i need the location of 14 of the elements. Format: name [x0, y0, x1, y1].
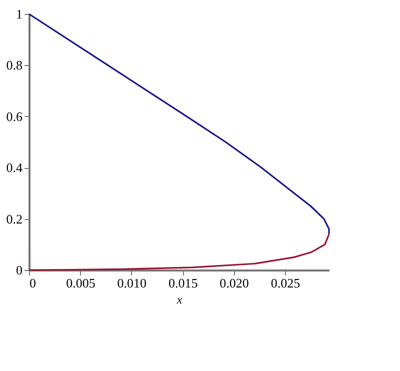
y-tick-label: 0.2 — [6, 211, 22, 226]
y-tick-label: 0.6 — [6, 108, 23, 124]
line-series — [28, 13, 330, 235]
y-tick-label: 0.4 — [6, 160, 23, 176]
x-tick-label: 0.010 — [117, 276, 147, 290]
y-tick-label: 0.8 — [6, 58, 22, 73]
x-tick-label: 0.015 — [168, 276, 198, 290]
y-tick-label: 1 — [16, 6, 22, 22]
y-tick-label: 0 — [16, 262, 22, 278]
x-tick-label: 0.025 — [270, 276, 300, 290]
x-tick-label: 0.020 — [220, 276, 249, 290]
x-tick-label: 0 — [30, 276, 36, 290]
x-tick-label: 0.005 — [66, 276, 96, 290]
x-axis-title: x — [176, 292, 183, 306]
